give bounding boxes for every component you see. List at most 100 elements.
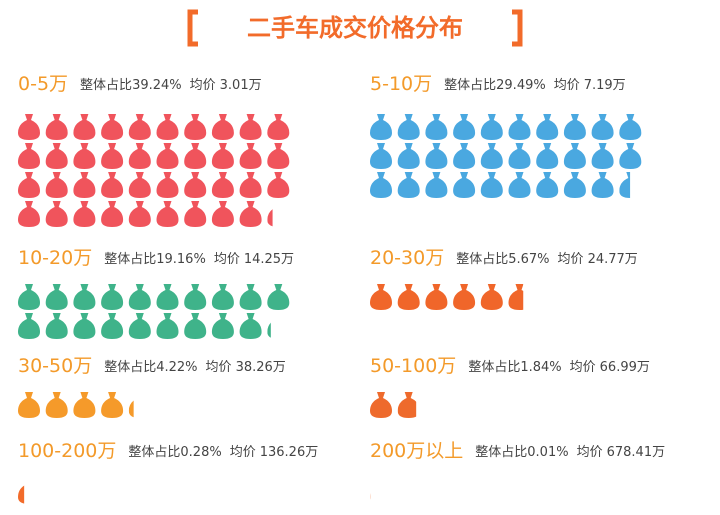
bag-group — [18, 485, 25, 504]
money-bag — [128, 143, 151, 169]
money-bag — [619, 172, 631, 198]
bag-group — [18, 392, 134, 418]
money-bag — [45, 143, 68, 169]
money-bag — [18, 284, 40, 310]
share-prefix: 整体占比 — [475, 445, 527, 460]
money-bag — [101, 313, 124, 339]
money-bag — [73, 172, 96, 198]
money-bag — [184, 114, 207, 140]
money-bag — [101, 114, 124, 140]
price-prefix: 均价 — [206, 360, 232, 375]
share-prefix: 整体占比 — [104, 360, 156, 375]
money-bag — [101, 143, 124, 169]
price-label: 7.19万 — [584, 78, 626, 93]
money-bag — [453, 284, 476, 310]
money-bag — [619, 143, 642, 169]
money-bag — [591, 114, 614, 140]
price-label: 136.26万 — [260, 445, 319, 460]
share-label: 39.24% — [132, 78, 182, 93]
money-bag — [239, 284, 262, 310]
share-label: 1.84% — [520, 360, 561, 375]
money-bag — [101, 172, 124, 198]
money-bag — [101, 284, 124, 310]
money-bag — [267, 322, 271, 338]
money-bag — [267, 114, 290, 140]
money-bag — [239, 114, 262, 140]
money-bag — [184, 143, 207, 169]
money-bag — [267, 143, 290, 169]
money-bag — [508, 172, 531, 198]
bag-group — [18, 114, 290, 227]
share-prefix: 整体占比 — [456, 252, 508, 267]
money-bag — [184, 172, 207, 198]
money-bag — [211, 143, 234, 169]
money-bag — [45, 201, 68, 227]
money-bag — [397, 143, 420, 169]
share-label: 0.01% — [527, 445, 568, 460]
money-bag — [370, 284, 392, 310]
price-prefix: 均价 — [214, 252, 240, 267]
money-bag — [453, 172, 476, 198]
title-bracket-left — [187, 9, 198, 47]
category-label: 100-200万 — [18, 440, 116, 462]
money-bag — [397, 284, 420, 310]
money-bag — [73, 114, 96, 140]
money-bag — [591, 143, 614, 169]
money-bag — [18, 485, 25, 504]
price-prefix: 均价 — [230, 445, 256, 460]
money-bag — [267, 172, 290, 198]
money-bag — [425, 114, 448, 140]
money-bag — [370, 172, 392, 198]
price-label: 38.26万 — [236, 360, 286, 375]
category-label: 0-5万 — [18, 73, 68, 95]
bag-group — [370, 114, 642, 198]
money-bag — [211, 284, 234, 310]
money-bag — [591, 172, 614, 198]
money-bag — [18, 313, 40, 339]
money-bag — [73, 313, 96, 339]
bag-group — [370, 284, 524, 310]
money-bag — [73, 392, 96, 418]
price-label: 24.77万 — [588, 252, 638, 267]
money-bag — [370, 143, 392, 169]
money-bag — [128, 172, 151, 198]
category-label: 50-100万 — [370, 355, 456, 377]
money-bag — [184, 201, 207, 227]
share-prefix: 整体占比 — [128, 445, 180, 460]
price-label: 3.01万 — [220, 78, 262, 93]
stat-text: 整体占比5.67% 均价 24.77万 — [456, 252, 638, 267]
stat-text: 整体占比4.22% 均价 38.26万 — [104, 360, 286, 375]
price-prefix: 均价 — [570, 360, 596, 375]
price-label: 678.41万 — [607, 445, 666, 460]
money-bag — [156, 201, 179, 227]
price-prefix: 均价 — [190, 78, 216, 93]
money-bag — [156, 143, 179, 169]
money-bag — [453, 114, 476, 140]
money-bag — [370, 114, 392, 140]
money-bag — [128, 114, 151, 140]
money-bag — [267, 209, 273, 227]
money-bag — [156, 114, 179, 140]
share-label: 4.22% — [156, 360, 197, 375]
money-bag — [156, 172, 179, 198]
money-bag — [45, 284, 68, 310]
money-bag — [211, 313, 234, 339]
money-bag — [480, 143, 503, 169]
money-bag — [45, 114, 68, 140]
bag-group — [370, 392, 417, 418]
money-bag — [397, 392, 417, 418]
bag-group — [370, 494, 371, 499]
stat-text: 整体占比29.49% 均价 7.19万 — [444, 78, 626, 93]
money-bag — [536, 114, 559, 140]
money-bag — [619, 114, 642, 140]
money-bag — [370, 392, 392, 418]
stat-text: 整体占比0.01% 均价 678.41万 — [475, 445, 665, 460]
money-bag — [508, 143, 531, 169]
share-label: 5.67% — [508, 252, 549, 267]
money-bag — [508, 284, 524, 310]
money-bag — [128, 400, 134, 418]
money-bag — [480, 284, 503, 310]
money-bag — [156, 284, 179, 310]
